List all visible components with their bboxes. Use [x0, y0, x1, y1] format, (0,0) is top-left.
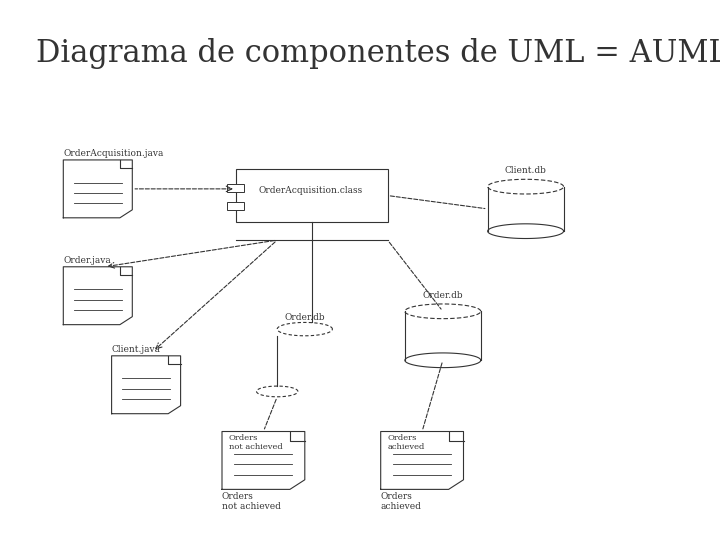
Text: Orders
not achieved: Orders not achieved	[222, 491, 281, 511]
Text: Orders
achieved: Orders achieved	[387, 434, 425, 451]
Text: Client.db: Client.db	[505, 166, 546, 175]
Text: Client.java: Client.java	[112, 345, 161, 354]
Text: Diagrama de componentes de UML = AUML: Diagrama de componentes de UML = AUML	[36, 38, 720, 69]
FancyBboxPatch shape	[236, 169, 387, 222]
Text: Order.java: Order.java	[63, 255, 111, 265]
Text: Orders
not achieved: Orders not achieved	[229, 434, 283, 451]
Text: Orders
achieved: Orders achieved	[381, 491, 422, 511]
Text: Order.db: Order.db	[423, 291, 463, 300]
FancyBboxPatch shape	[228, 202, 244, 210]
FancyBboxPatch shape	[228, 184, 244, 192]
Text: OrderAcquisition.class: OrderAcquisition.class	[258, 186, 363, 195]
Text: OrderAcquisition.java: OrderAcquisition.java	[63, 148, 163, 158]
Text: Order.db: Order.db	[284, 313, 325, 322]
